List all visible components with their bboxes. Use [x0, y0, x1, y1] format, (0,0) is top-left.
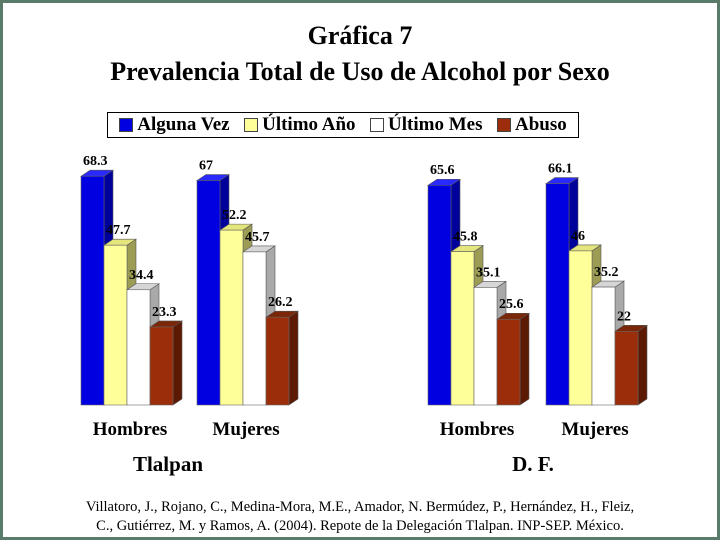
data-label: 65.6 — [430, 163, 455, 178]
bar — [219, 229, 244, 406]
bar — [196, 180, 221, 406]
panel-label: Tlalpan — [133, 452, 203, 476]
legend-label: Último Año — [262, 114, 356, 135]
bar — [242, 251, 267, 406]
data-label: 66.1 — [548, 162, 573, 177]
legend-swatch-abuso — [496, 118, 511, 132]
data-label: 26.2 — [268, 295, 293, 310]
bar — [149, 326, 174, 406]
data-label: 25.6 — [499, 297, 524, 312]
bar — [265, 316, 290, 406]
bar — [450, 251, 475, 406]
bar — [80, 175, 105, 406]
legend-label: Abuso — [514, 114, 567, 135]
legend-label: Último Mes — [388, 114, 483, 135]
bar-side — [288, 310, 299, 406]
legend-swatch-ultimo-mes — [370, 118, 385, 132]
slide: Gráfica 7 Prevalencia Total de Uso de Al… — [3, 3, 717, 537]
legend-swatch-alguna-vez — [119, 118, 134, 132]
data-label: 47.7 — [106, 223, 131, 238]
bar — [126, 289, 151, 406]
data-label: 68.3 — [83, 154, 108, 169]
data-label: 52.2 — [222, 208, 247, 223]
legend-item-alguna-vez: Alguna Vez — [119, 114, 230, 136]
data-label: 45.7 — [245, 230, 270, 245]
bar — [545, 183, 570, 406]
bar — [427, 184, 452, 406]
panel-label: D. F. — [512, 452, 554, 476]
citation-line-2: C., Gutiérrez, M. y Ramos, A. (2004). Re… — [96, 518, 624, 534]
data-label: 45.8 — [453, 230, 478, 245]
category-label: Mujeres — [561, 419, 628, 440]
bar — [103, 244, 128, 406]
chart-subtitle: Prevalencia Total de Uso de Alcohol por … — [110, 57, 610, 86]
citation-line-1: Villatoro, J., Rojano, C., Medina-Mora, … — [85, 499, 635, 515]
category-label: Hombres — [440, 419, 515, 440]
category-label: Mujeres — [212, 419, 279, 440]
data-label: 34.4 — [129, 268, 154, 283]
data-label: 35.1 — [476, 265, 501, 280]
legend-label: Alguna Vez — [137, 114, 230, 135]
legend: Alguna Vez Último Año Último Mes Abuso — [107, 112, 579, 138]
data-label: 67 — [199, 159, 213, 174]
bar — [614, 330, 639, 406]
bar — [568, 250, 593, 406]
bar — [591, 286, 616, 406]
data-label: 22 — [617, 309, 631, 324]
data-label: 35.2 — [594, 265, 619, 280]
legend-item-ultimo-mes: Último Mes — [370, 114, 482, 136]
citation: Villatoro, J., Rojano, C., Medina-Mora, … — [23, 498, 697, 536]
bar — [473, 287, 498, 406]
data-label: 46 — [571, 229, 585, 244]
bar — [496, 318, 521, 406]
legend-item-abuso: Abuso — [496, 114, 567, 136]
chart-title: Gráfica 7 — [307, 21, 413, 50]
bar-side — [519, 312, 530, 406]
category-label: Hombres — [93, 419, 168, 440]
data-label: 23.3 — [152, 305, 177, 320]
bar-side — [172, 320, 183, 406]
legend-item-ultimo-ano: Último Año — [244, 114, 356, 136]
bar-chart: 68.3 47.7 34.4 23.3 Hombres 67 52.2 45.7 26.2 Muj… — [80, 154, 648, 476]
bar-side — [637, 324, 648, 406]
legend-swatch-ultimo-ano — [244, 118, 259, 132]
